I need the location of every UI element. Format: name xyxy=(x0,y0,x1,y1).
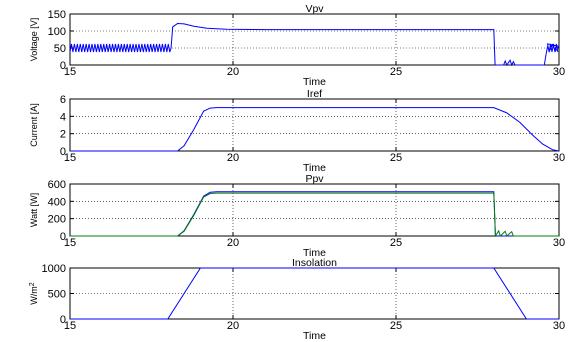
y-tick-label: 6 xyxy=(60,94,66,106)
y-axis-label: W/m2 xyxy=(29,282,40,305)
axes-box xyxy=(69,98,560,152)
axes-box xyxy=(69,13,560,66)
series-line-1 xyxy=(70,107,559,152)
subplot-2: 15 20 25 30 0 2 4 6 Iref Time Current [A] xyxy=(29,88,565,174)
y-tick-label: 0 xyxy=(60,60,66,72)
x-axis-label: Time xyxy=(303,162,326,174)
y-tick-label: 4 xyxy=(60,111,66,123)
x-tick-label: 25 xyxy=(390,237,402,249)
y-tick-label: 2 xyxy=(60,129,66,141)
series-line-1 xyxy=(70,23,559,66)
x-tick-label: 15 xyxy=(64,237,76,249)
x-tick-label: 25 xyxy=(390,320,402,332)
x-tick-label: 20 xyxy=(227,237,239,249)
y-axis-label: Current [A] xyxy=(29,103,39,147)
y-axis-label: Voltage [V] xyxy=(29,18,39,62)
subplot-3: 15 20 25 30 0 200 400 600 Ppv Time Watt [W] xyxy=(29,173,565,259)
chart-title: Ppv xyxy=(305,173,324,185)
subplot-4: 15 20 25 30 0 500 1000 Insolation Time W/m2 xyxy=(29,257,566,342)
chart-title: Iref xyxy=(307,88,322,100)
series-line-2 xyxy=(70,192,559,237)
y-axis-label-superscript: 2 xyxy=(29,282,36,286)
x-tick-label: 15 xyxy=(64,320,76,332)
y-tick-label: 100 xyxy=(48,26,66,38)
x-tick-label: 25 xyxy=(390,66,402,78)
x-axis-label: Time xyxy=(303,247,326,259)
x-axis-label: Time xyxy=(303,330,326,342)
y-tick-label: 150 xyxy=(48,9,66,21)
x-tick-label: 30 xyxy=(553,237,565,249)
y-tick-label: 0 xyxy=(60,146,66,158)
y-tick-label: 600 xyxy=(48,179,66,191)
y-tick-label: 0 xyxy=(60,231,66,243)
y-tick-label: 50 xyxy=(54,43,66,55)
x-tick-label: 30 xyxy=(553,152,565,164)
subplot-1: 15 20 25 30 0 50 100 150 Vpv Time Voltage [V] xyxy=(29,3,565,88)
x-axis-label: Time xyxy=(303,76,326,88)
chart-title: Insolation xyxy=(292,257,337,269)
chart-title: Vpv xyxy=(305,3,324,15)
x-tick-label: 30 xyxy=(553,66,565,78)
axes-box xyxy=(69,267,560,320)
y-tick-label: 400 xyxy=(48,196,66,208)
x-tick-label: 20 xyxy=(227,320,239,332)
x-tick-label: 20 xyxy=(227,66,239,78)
y-axis-label: Watt [W] xyxy=(29,193,39,227)
x-tick-label: 30 xyxy=(553,320,565,332)
series-line-1 xyxy=(70,267,559,320)
y-tick-label: 1000 xyxy=(42,263,66,275)
y-tick-label: 500 xyxy=(48,289,66,301)
y-tick-label: 200 xyxy=(48,214,66,226)
x-tick-label: 20 xyxy=(227,152,239,164)
x-tick-label: 15 xyxy=(64,66,76,78)
y-tick-label: 0 xyxy=(60,314,66,326)
x-tick-label: 15 xyxy=(64,152,76,164)
x-tick-label: 25 xyxy=(390,152,402,164)
